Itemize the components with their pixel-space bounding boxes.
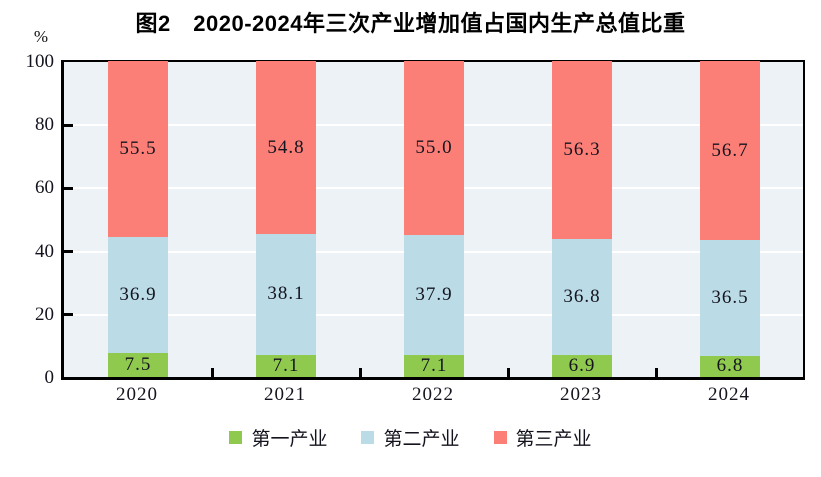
x-axis-tick [210,368,214,377]
legend-label: 第一产业 [251,429,328,450]
legend-item: 第三产业 [493,424,592,451]
bar-segment: 56.3 [552,61,612,239]
bar-segment: 6.8 [700,355,760,377]
bar-value-label: 54.8 [267,136,305,158]
bar-value-label: 6.8 [716,355,744,377]
bar-value-label: 55.0 [415,136,453,158]
bar-value-label: 7.1 [420,354,448,376]
bar-segment: 36.5 [700,240,760,356]
legend-item: 第二产业 [361,424,460,451]
bar-segment: 6.9 [552,355,612,377]
bar-segment: 56.7 [700,61,760,241]
chart-title: 图2 2020-2024年三次产业增加值占国内生产总值比重 [135,11,686,36]
y-axis-tick [64,123,73,127]
x-axis-tick [506,368,510,377]
x-axis-label: 2024 [708,384,750,405]
bar-segment: 54.8 [256,61,316,235]
bar-segment: 37.9 [404,234,464,355]
legend-swatch [229,431,243,444]
bar-value-label: 7.1 [272,354,300,376]
bar-segment: 7.1 [256,354,316,377]
bar-segment: 7.5 [108,353,168,377]
legend-item: 第一产业 [229,424,327,451]
bar-value-label: 38.1 [267,283,305,305]
bar-segment: 36.9 [108,236,168,354]
y-axis-tick [64,250,73,254]
bar-value-label: 36.5 [711,286,749,308]
legend-label: 第三产业 [515,429,592,450]
y-axis-tick-label: 60 [35,177,54,199]
y-axis-tick-label: 40 [35,240,54,262]
legend-label: 第二产业 [383,429,460,450]
bar-value-label: 7.5 [124,354,152,376]
legend: 第一产业 第二产业 第三产业 [0,424,821,451]
y-axis-tick [64,186,73,190]
bar-value-label: 56.3 [563,138,601,160]
x-axis-label: 2020 [116,384,158,405]
legend-swatch [361,431,375,444]
bar-value-label: 6.9 [568,355,596,377]
plot-area: 7.5 36.9 55.5 7.1 38.1 54.8 7.1 37.9 55.0 6.9 36.8… [61,60,805,380]
bar-segment: 36.8 [552,238,612,356]
bar-value-label: 55.5 [119,138,157,160]
bar-segment: 7.1 [404,354,464,377]
legend-swatch [493,431,507,444]
x-axis-label: 2021 [264,384,306,405]
x-axis-label: 2023 [560,384,602,405]
y-axis-tick-label: 0 [44,367,55,388]
x-axis-label: 2022 [412,384,454,405]
x-axis-tick [358,368,362,377]
y-axis-unit-label: % [33,27,49,46]
y-axis-tick-label: 100 [25,51,55,72]
bar-value-label: 37.9 [415,283,453,305]
bar-segment: 38.1 [256,234,316,355]
y-axis-tick [64,313,73,317]
y-axis-tick-label: 80 [35,114,54,136]
bar-value-label: 36.8 [563,286,601,308]
bar-segment: 55.0 [404,61,464,235]
bar-value-label: 56.7 [711,139,749,161]
x-axis-tick [654,368,658,377]
bar-segment: 55.5 [108,61,168,237]
y-axis-tick-label: 20 [35,303,54,325]
bar-value-label: 36.9 [119,284,157,306]
